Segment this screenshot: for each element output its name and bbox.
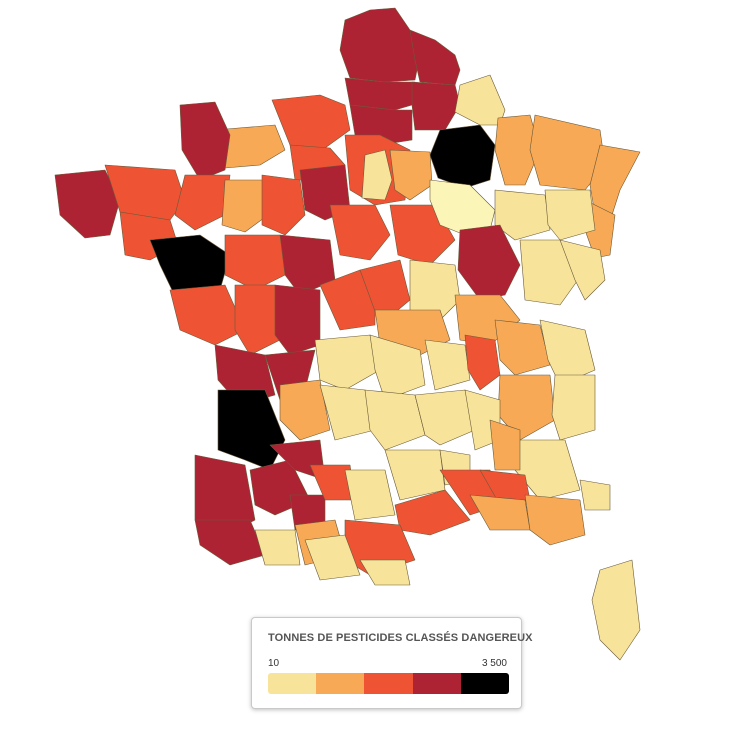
department-region[interactable] bbox=[304, 534, 361, 581]
department-region[interactable] bbox=[224, 234, 296, 291]
legend-min-label: 10 bbox=[268, 658, 280, 669]
department-region[interactable] bbox=[169, 284, 246, 346]
legend-swatch-4 bbox=[412, 673, 461, 694]
department-region[interactable] bbox=[279, 234, 336, 296]
department-region[interactable] bbox=[389, 149, 433, 201]
department-region[interactable] bbox=[524, 494, 586, 546]
department-region[interactable] bbox=[579, 479, 611, 511]
department-region[interactable] bbox=[314, 334, 381, 391]
department-region[interactable] bbox=[234, 284, 281, 356]
department-region[interactable] bbox=[364, 389, 426, 451]
legend-swatch-2 bbox=[316, 673, 365, 694]
legend-box: TONNES DE PESTICIDES CLASSÉS DANGEREUX 1… bbox=[251, 617, 532, 709]
department-region[interactable] bbox=[544, 189, 596, 241]
department-region[interactable] bbox=[194, 519, 266, 566]
department-region[interactable] bbox=[344, 77, 416, 111]
department-region[interactable] bbox=[411, 81, 461, 131]
department-region[interactable] bbox=[589, 144, 641, 216]
department-region[interactable] bbox=[409, 259, 461, 321]
department-region[interactable] bbox=[429, 124, 496, 189]
department-region[interactable] bbox=[221, 179, 269, 233]
department-region[interactable] bbox=[489, 419, 521, 471]
legend-swatch-5 bbox=[460, 673, 509, 694]
department-region[interactable] bbox=[104, 164, 186, 221]
department-region[interactable] bbox=[414, 389, 476, 446]
legend-color-scale bbox=[268, 673, 509, 694]
department-region[interactable] bbox=[494, 319, 551, 376]
department-region[interactable] bbox=[591, 559, 641, 661]
department-region[interactable] bbox=[359, 259, 411, 326]
department-region[interactable] bbox=[179, 101, 231, 181]
legend-max-label: 3 500 bbox=[481, 658, 507, 669]
department-region[interactable] bbox=[494, 114, 541, 186]
department-region[interactable] bbox=[464, 334, 501, 391]
department-region[interactable] bbox=[551, 374, 596, 441]
department-region[interactable] bbox=[271, 94, 351, 149]
department-region[interactable] bbox=[329, 204, 391, 261]
legend-swatch-1 bbox=[268, 673, 317, 694]
department-region[interactable] bbox=[424, 339, 471, 391]
department-region[interactable] bbox=[217, 389, 286, 471]
department-region[interactable] bbox=[261, 174, 306, 236]
department-region[interactable] bbox=[369, 334, 426, 401]
departments-layer bbox=[54, 7, 641, 661]
department-region[interactable] bbox=[454, 74, 506, 126]
department-region[interactable] bbox=[174, 174, 231, 231]
department-region[interactable] bbox=[361, 149, 393, 201]
department-region[interactable] bbox=[494, 189, 551, 241]
department-region[interactable] bbox=[559, 239, 606, 301]
legend-swatch-3 bbox=[364, 673, 413, 694]
department-region[interactable] bbox=[339, 7, 421, 83]
department-region[interactable] bbox=[359, 559, 411, 586]
department-region[interactable] bbox=[409, 29, 461, 86]
department-region[interactable] bbox=[344, 469, 396, 521]
legend-title: TONNES DE PESTICIDES CLASSÉS DANGEREUX bbox=[268, 632, 533, 644]
department-region[interactable] bbox=[279, 379, 331, 441]
department-region[interactable] bbox=[457, 224, 521, 301]
department-region[interactable] bbox=[54, 169, 121, 239]
department-region[interactable] bbox=[254, 529, 301, 566]
department-region[interactable] bbox=[274, 284, 321, 356]
department-region[interactable] bbox=[469, 494, 531, 531]
